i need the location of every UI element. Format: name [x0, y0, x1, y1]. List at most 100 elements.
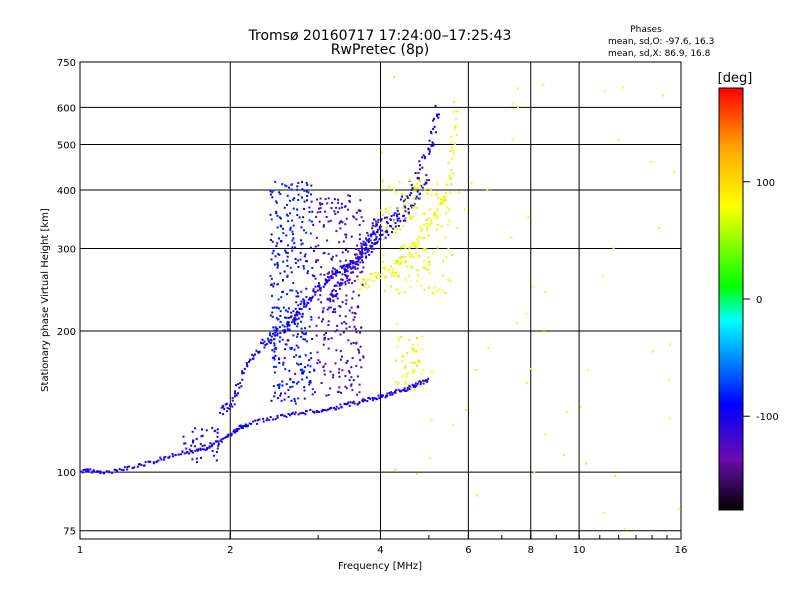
data-point	[278, 383, 281, 386]
data-point	[307, 191, 310, 194]
data-point	[424, 212, 427, 215]
data-point	[282, 363, 285, 366]
data-point	[412, 203, 415, 206]
data-point	[346, 208, 349, 211]
data-point	[432, 142, 435, 145]
data-point	[306, 272, 309, 275]
data-point	[301, 331, 304, 334]
data-point	[331, 258, 333, 261]
data-point	[113, 468, 116, 471]
data-point	[325, 394, 328, 397]
data-point	[289, 289, 292, 292]
data-point	[305, 231, 308, 234]
data-point	[273, 306, 276, 309]
data-point	[284, 249, 287, 252]
data-point	[233, 395, 236, 398]
data-point	[349, 260, 352, 262]
x-tick-label: 10	[573, 545, 586, 556]
data-point	[336, 324, 339, 327]
data-point	[447, 208, 450, 211]
data-point	[181, 450, 184, 453]
data-point	[241, 378, 244, 381]
data-point	[230, 403, 232, 406]
data-point	[248, 360, 250, 363]
data-point	[363, 398, 366, 401]
data-point	[394, 272, 397, 275]
data-point	[235, 393, 238, 396]
data-point	[168, 455, 171, 458]
data-point	[279, 272, 282, 275]
data-point	[358, 256, 361, 259]
data-point	[352, 271, 354, 274]
data-point	[377, 221, 380, 224]
data-point	[415, 206, 418, 209]
data-point	[442, 200, 444, 203]
data-point	[348, 264, 350, 267]
data-point	[430, 145, 433, 148]
data-point	[344, 259, 347, 262]
data-point	[329, 275, 332, 278]
data-point	[339, 265, 342, 268]
data-point	[411, 347, 413, 350]
data-point	[344, 315, 347, 318]
data-point	[360, 242, 363, 245]
data-point	[415, 380, 418, 383]
data-point	[357, 258, 360, 261]
data-point	[415, 364, 418, 367]
data-point	[408, 388, 411, 390]
data-point	[303, 255, 306, 258]
data-point	[274, 326, 277, 329]
data-point	[348, 371, 351, 374]
data-point	[412, 384, 415, 387]
data-point	[428, 261, 431, 263]
data-point	[157, 459, 160, 462]
data-point	[470, 182, 473, 185]
data-point	[317, 298, 320, 301]
data-point	[201, 448, 204, 451]
data-point	[229, 432, 232, 435]
data-point	[313, 275, 316, 278]
x-tick-label: 16	[675, 545, 688, 556]
data-point	[427, 377, 430, 380]
data-point	[272, 285, 275, 288]
data-point	[395, 359, 398, 362]
data-point	[312, 289, 315, 292]
data-point	[393, 275, 396, 278]
data-point	[414, 385, 417, 388]
data-point	[376, 231, 379, 234]
data-point	[269, 193, 272, 196]
data-point	[219, 411, 222, 414]
data-point	[108, 470, 111, 473]
data-point	[133, 466, 136, 469]
data-point	[411, 361, 414, 364]
data-point	[297, 181, 300, 184]
y-tick-label: 400	[57, 186, 76, 197]
data-point	[275, 200, 278, 203]
data-point	[281, 291, 284, 294]
data-point	[441, 260, 444, 263]
data-point	[403, 203, 406, 206]
data-point	[396, 387, 399, 390]
data-point	[330, 407, 333, 410]
data-point	[423, 183, 426, 186]
data-point	[370, 235, 373, 238]
data-point	[310, 299, 313, 302]
data-point	[357, 278, 360, 281]
data-point	[285, 316, 288, 319]
data-point	[196, 449, 199, 452]
data-point	[432, 144, 435, 147]
data-point	[339, 305, 342, 308]
data-point	[355, 211, 358, 214]
data-point	[340, 266, 343, 269]
data-point	[302, 332, 305, 335]
data-point	[406, 195, 409, 198]
data-point	[395, 259, 398, 262]
data-point	[297, 199, 300, 201]
data-point	[292, 381, 294, 384]
data-point	[397, 206, 400, 209]
data-point	[370, 233, 373, 236]
data-point	[295, 318, 298, 321]
data-point	[394, 222, 397, 224]
data-point	[294, 307, 297, 310]
data-point	[299, 258, 302, 261]
